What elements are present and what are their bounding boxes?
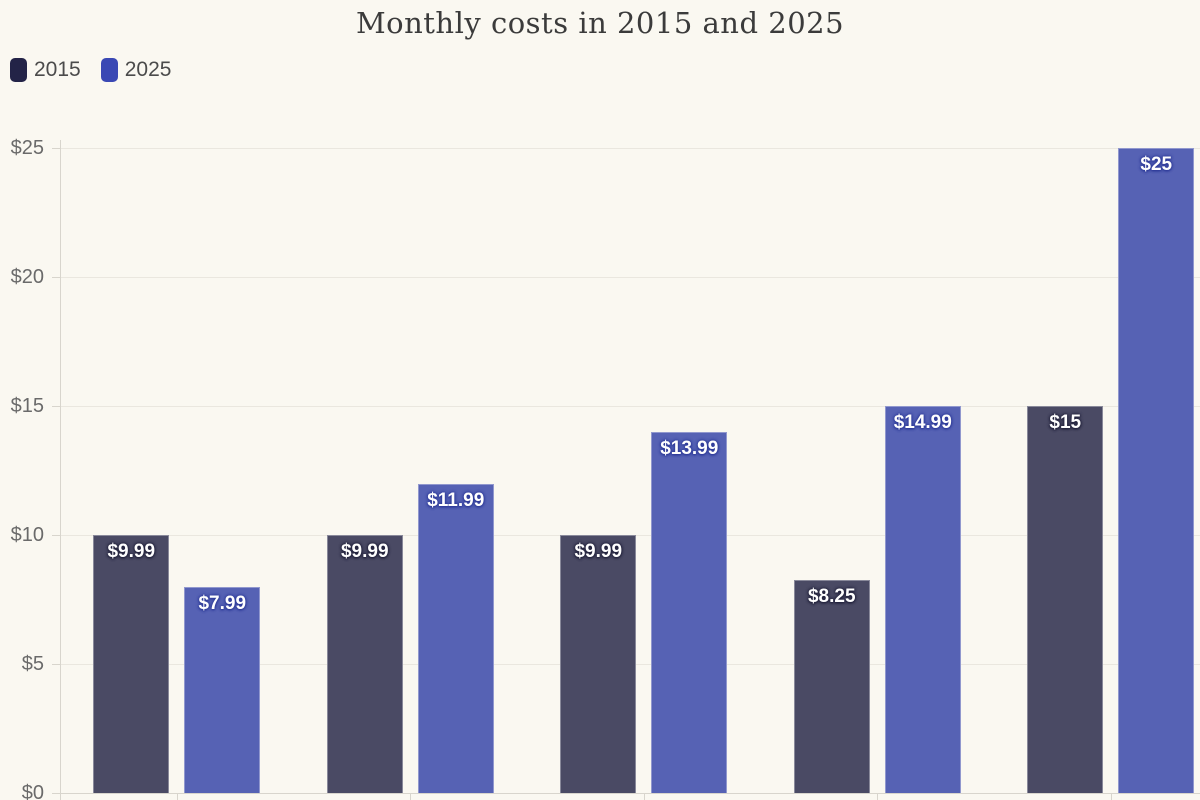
legend: 2015 2025 xyxy=(10,58,171,82)
bar-value-label-2025-group-3: $13.99 xyxy=(660,438,719,460)
bar-2025-group-2[interactable]: $11.99 xyxy=(417,483,494,793)
gridline-$25 xyxy=(60,147,1200,149)
bar-value-label-2015-group-4: $8.25 xyxy=(807,586,856,608)
legend-label-2015: 2015 xyxy=(34,58,81,81)
y-axis-tick-$20 xyxy=(52,276,60,278)
bar-2015-group-2[interactable]: $9.99 xyxy=(326,535,403,793)
y-axis-label-$20: $20 xyxy=(10,266,44,288)
bar-2025-group-4[interactable]: $14.99 xyxy=(884,406,961,793)
y-axis-label-$0: $0 xyxy=(21,782,44,800)
x-axis-tick-group-2 xyxy=(410,794,412,800)
gridline-$15 xyxy=(60,405,1200,407)
y-axis-label-$25: $25 xyxy=(10,137,44,159)
x-axis-tick-group-5 xyxy=(1110,794,1112,800)
bar-value-label-2015-group-1: $9.99 xyxy=(107,541,156,563)
bar-value-label-2025-group-5: $25 xyxy=(1140,154,1173,175)
y-axis-tick-$15 xyxy=(52,405,60,407)
bar-value-label-2015-group-2: $9.99 xyxy=(340,541,389,563)
bar-value-label-2025-group-1: $7.99 xyxy=(198,592,247,614)
y-axis-tick-$25 xyxy=(52,147,60,149)
y-axis-tick-$10 xyxy=(52,534,60,536)
legend-swatch-2015-icon xyxy=(10,58,27,82)
bar-2025-group-1[interactable]: $7.99 xyxy=(184,586,261,793)
chart-title: Monthly costs in 2015 and 2025 xyxy=(355,6,845,40)
bar-2015-group-1[interactable]: $9.99 xyxy=(93,535,170,793)
bar-value-label-2015-group-3: $9.99 xyxy=(574,541,623,563)
x-axis-tick-group-1 xyxy=(176,794,178,800)
legend-swatch-2025-icon xyxy=(100,58,118,82)
legend-item-2025[interactable]: 2025 xyxy=(100,58,172,82)
x-axis-tick-group-4 xyxy=(877,794,879,800)
y-axis-label-$10: $10 xyxy=(10,524,44,546)
x-axis-tick-group-3 xyxy=(643,794,645,800)
bar-2015-group-3[interactable]: $9.99 xyxy=(560,535,637,793)
bar-2015-group-4[interactable]: $8.25 xyxy=(793,580,870,793)
y-axis-tick-$5 xyxy=(52,663,60,665)
gridline-$10 xyxy=(60,534,1200,536)
legend-item-2015[interactable]: 2015 xyxy=(10,58,81,82)
bar-2015-group-5[interactable]: $15 xyxy=(1027,406,1104,793)
y-axis-tick-$0 xyxy=(52,792,60,794)
bar-2025-group-3[interactable]: $13.99 xyxy=(651,432,728,793)
bar-value-label-2025-group-4: $14.99 xyxy=(893,412,952,434)
y-axis-label-$15: $15 xyxy=(10,395,44,417)
y-axis-label-$5: $5 xyxy=(21,653,44,675)
y-axis-line xyxy=(60,140,61,800)
x-axis-line xyxy=(60,793,1200,794)
legend-label-2025: 2025 xyxy=(124,58,172,81)
gridline-$20 xyxy=(60,276,1200,278)
bar-2025-group-5[interactable]: $25 xyxy=(1118,148,1195,793)
bar-value-label-2025-group-2: $11.99 xyxy=(427,489,485,511)
bar-value-label-2015-group-5: $15 xyxy=(1049,412,1082,433)
